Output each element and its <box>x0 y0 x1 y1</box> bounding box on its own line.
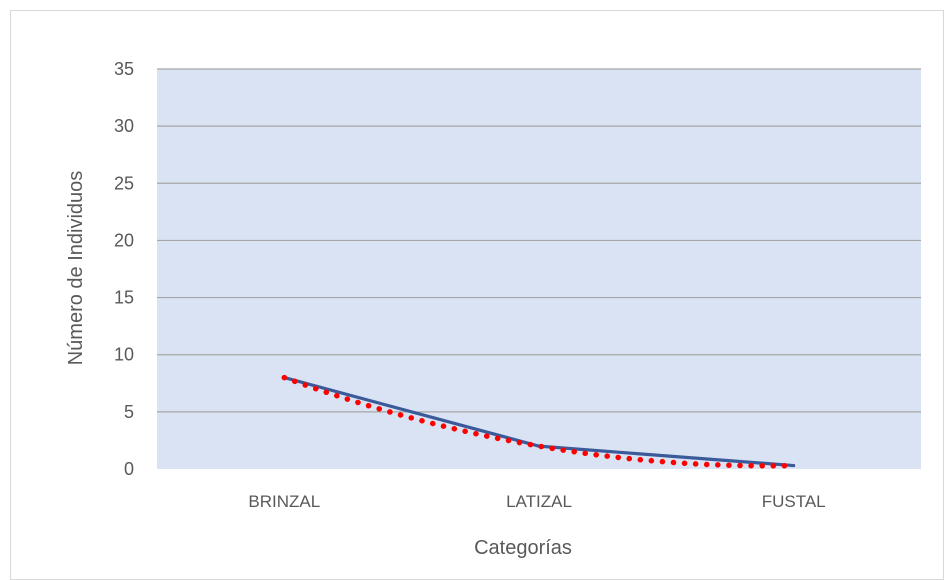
x-axis-ticks: BRINZAL LATIZAL FUSTAL <box>248 492 825 511</box>
plot-area <box>157 69 921 469</box>
x-tick-label: FUSTAL <box>762 492 826 511</box>
x-tick-label: BRINZAL <box>248 492 320 511</box>
trendline <box>281 374 797 469</box>
y-tick-label: 20 <box>114 230 134 250</box>
y-axis-ticks: 0 5 10 15 20 25 30 35 <box>114 59 134 479</box>
trendline-group <box>281 374 797 469</box>
x-tick-label: LATIZAL <box>506 492 572 511</box>
y-tick-label: 5 <box>124 402 134 422</box>
gridlines <box>157 68 921 413</box>
y-tick-label: 30 <box>114 116 134 136</box>
y-tick-label: 15 <box>114 288 134 308</box>
y-axis-title: Número de Individuos <box>65 171 87 366</box>
y-tick-label: 35 <box>114 59 134 79</box>
y-tick-label: 0 <box>124 459 134 479</box>
y-tick-label: 10 <box>114 345 134 365</box>
y-tick-label: 25 <box>114 173 134 193</box>
x-axis-title: Categorías <box>474 537 572 559</box>
